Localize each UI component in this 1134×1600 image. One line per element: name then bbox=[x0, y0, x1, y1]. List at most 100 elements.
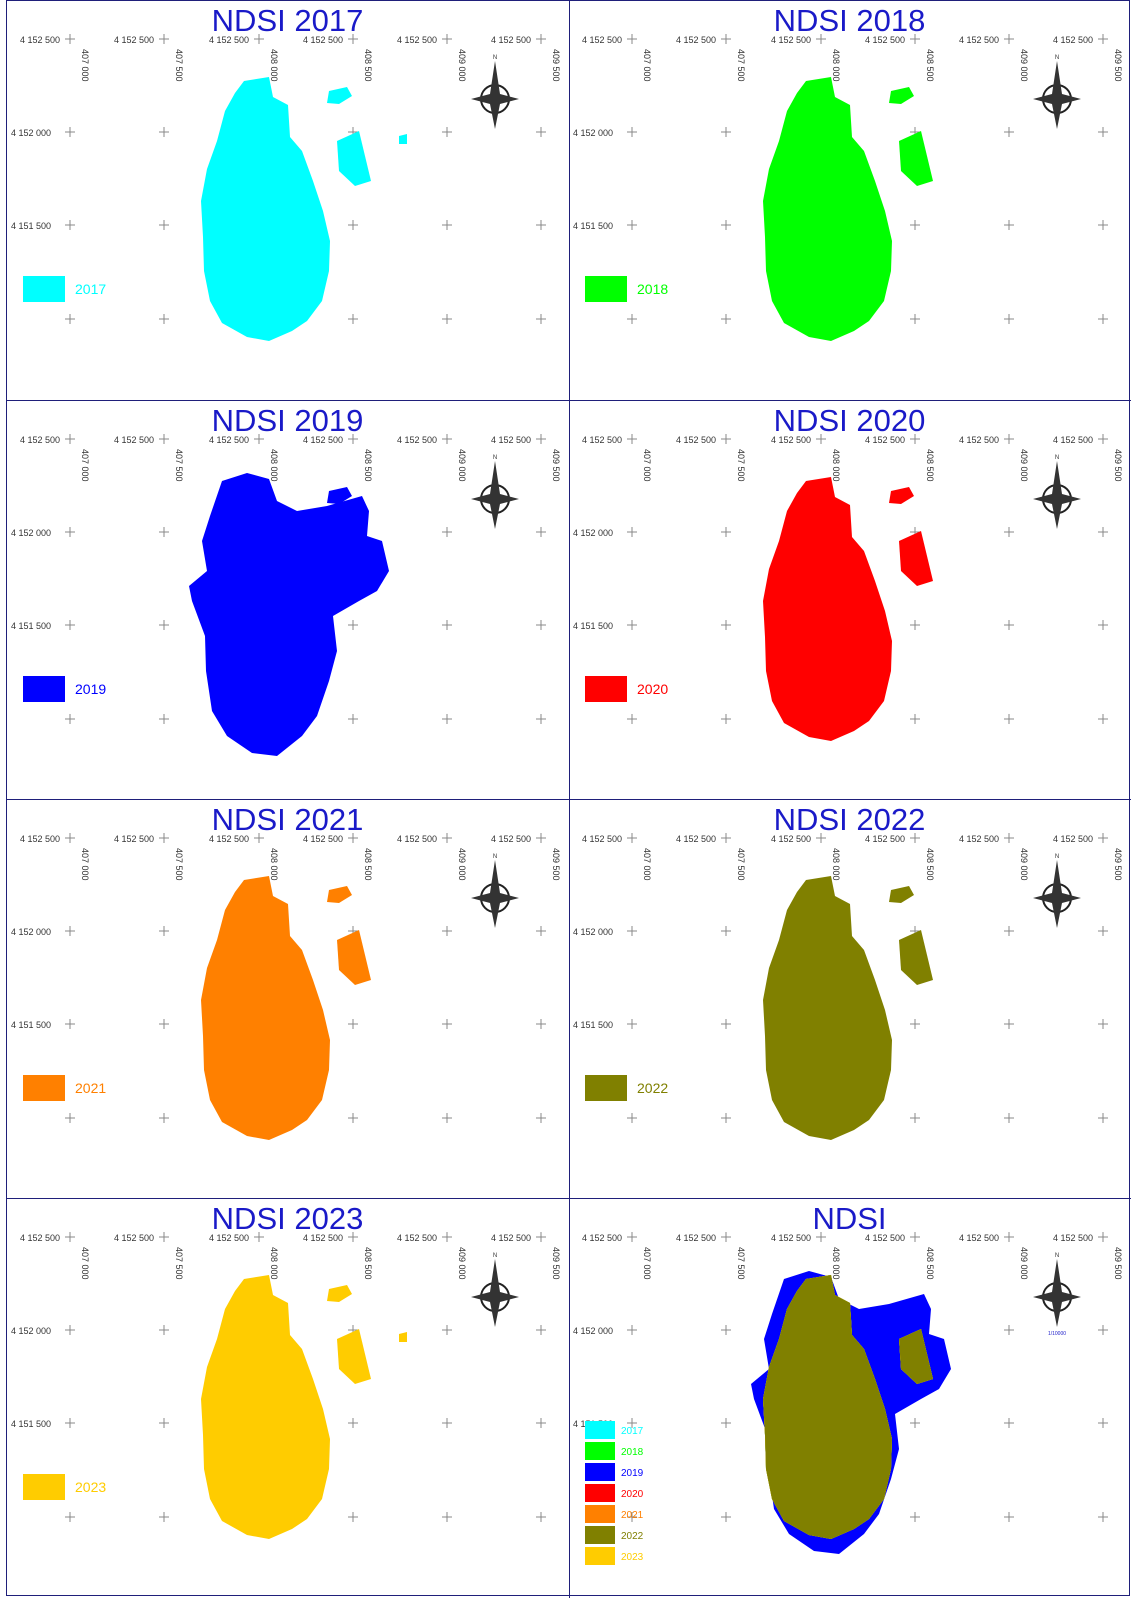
snow-area-main bbox=[763, 77, 892, 341]
map-panel-1: NDSI 2017 4 152 500 4 152 500 4 152 500 4 15… bbox=[7, 1, 570, 400]
northing-label-top: 4 152 500 bbox=[771, 435, 811, 445]
easting-label: 408 000 bbox=[269, 49, 279, 82]
northing-label-top: 4 152 500 bbox=[676, 1233, 716, 1243]
northing-label-top: 4 152 500 bbox=[959, 435, 999, 445]
northing-label-top: 4 152 500 bbox=[865, 834, 905, 844]
northing-label-top: 4 152 500 bbox=[865, 1233, 905, 1243]
northing-label-top: 4 152 500 bbox=[582, 834, 622, 844]
northing-label-top: 4 152 500 bbox=[114, 1233, 154, 1243]
legend-swatch bbox=[23, 1075, 65, 1101]
snow-area-islet bbox=[399, 134, 407, 144]
easting-label: 409 000 bbox=[1019, 49, 1029, 82]
easting-label: 408 000 bbox=[831, 449, 841, 482]
easting-label: 407 000 bbox=[642, 848, 652, 881]
northing-label-top: 4 152 500 bbox=[397, 834, 437, 844]
legend-label: 2023 bbox=[621, 1552, 644, 1563]
easting-label: 409 500 bbox=[551, 49, 561, 82]
north-label: N bbox=[493, 854, 497, 860]
legend-label: 2019 bbox=[621, 1468, 644, 1479]
northing-label-top: 4 152 500 bbox=[209, 35, 249, 45]
legend-swatch bbox=[585, 1463, 615, 1481]
northing-label: 4 152 000 bbox=[573, 1326, 613, 1336]
panel-title: NDSI 2017 bbox=[212, 3, 364, 38]
compass-rose-icon: N bbox=[1033, 455, 1081, 529]
snow-area-main bbox=[201, 77, 330, 341]
northing-label-top: 4 152 500 bbox=[1053, 1233, 1093, 1243]
panel-title: NDSI bbox=[812, 1201, 886, 1236]
easting-label: 409 000 bbox=[1019, 848, 1029, 881]
northing-label-top: 4 152 500 bbox=[114, 435, 154, 445]
north-label: N bbox=[1055, 854, 1059, 860]
legend-swatch bbox=[585, 1547, 615, 1565]
easting-label: 407 000 bbox=[80, 49, 90, 82]
northing-label-top: 4 152 500 bbox=[114, 35, 154, 45]
northing-label-top: 4 152 500 bbox=[20, 435, 60, 445]
northing-label-top: 4 152 500 bbox=[582, 1233, 622, 1243]
easting-label: 408 000 bbox=[269, 848, 279, 881]
easting-label: 407 500 bbox=[736, 449, 746, 482]
map-panel-4: NDSI 2020 4 152 500 4 152 500 4 152 500 4 15… bbox=[569, 400, 1131, 800]
easting-label: 407 000 bbox=[80, 1247, 90, 1280]
legend-label: 2017 bbox=[621, 1426, 644, 1437]
northing-label-top: 4 152 500 bbox=[397, 1233, 437, 1243]
easting-label: 408 500 bbox=[363, 848, 373, 881]
panel-title: NDSI 2021 bbox=[212, 802, 364, 837]
northing-label-top: 4 152 500 bbox=[1053, 435, 1093, 445]
snow-area-islet bbox=[327, 1285, 352, 1302]
easting-label: 408 500 bbox=[925, 848, 935, 881]
snow-area-main bbox=[763, 477, 892, 741]
easting-label: 407 500 bbox=[174, 1247, 184, 1280]
northing-label: 4 151 500 bbox=[573, 621, 613, 631]
northing-label-top: 4 152 500 bbox=[209, 834, 249, 844]
northing-label: 4 151 500 bbox=[573, 221, 613, 231]
north-label: N bbox=[493, 455, 497, 461]
scale-label: 1/10000 bbox=[1048, 1331, 1066, 1337]
easting-label: 407 500 bbox=[174, 49, 184, 82]
northing-label-top: 4 152 500 bbox=[303, 1233, 343, 1243]
northing-label-top: 4 152 500 bbox=[676, 35, 716, 45]
northing-label-top: 4 152 500 bbox=[771, 1233, 811, 1243]
panel-title: NDSI 2019 bbox=[212, 403, 364, 438]
legend-swatch bbox=[585, 1484, 615, 1502]
northing-label-top: 4 152 500 bbox=[397, 35, 437, 45]
northing-label: 4 151 500 bbox=[11, 1020, 51, 1030]
northing-label-top: 4 152 500 bbox=[1053, 834, 1093, 844]
easting-label: 409 000 bbox=[457, 1247, 467, 1280]
northing-label-top: 4 152 500 bbox=[582, 35, 622, 45]
easting-label: 408 500 bbox=[363, 449, 373, 482]
snow-area-islet bbox=[889, 87, 914, 104]
northing-label: 4 151 500 bbox=[11, 621, 51, 631]
northing-label-top: 4 152 500 bbox=[114, 834, 154, 844]
map-panel-6: NDSI 2022 4 152 500 4 152 500 4 152 500 4 15… bbox=[569, 799, 1131, 1199]
northing-label: 4 151 500 bbox=[11, 1419, 51, 1429]
snow-area-islet bbox=[399, 1332, 407, 1342]
legend-label: 2019 bbox=[75, 681, 106, 697]
compass-rose-icon: N bbox=[1033, 1253, 1081, 1327]
compass-rose-icon: N bbox=[471, 55, 519, 129]
panel-title: NDSI 2020 bbox=[774, 403, 926, 438]
northing-label-top: 4 152 500 bbox=[397, 435, 437, 445]
legend-swatch bbox=[23, 676, 65, 702]
easting-label: 409 000 bbox=[457, 848, 467, 881]
easting-label: 407 000 bbox=[80, 848, 90, 881]
panel-title: NDSI 2023 bbox=[212, 1201, 364, 1236]
north-label: N bbox=[493, 1253, 497, 1259]
map-panel-2: NDSI 2018 4 152 500 4 152 500 4 152 500 4 15… bbox=[569, 1, 1131, 400]
compass-rose-icon: N bbox=[471, 1253, 519, 1327]
northing-label-top: 4 152 500 bbox=[865, 35, 905, 45]
legend-swatch bbox=[585, 1421, 615, 1439]
legend-swatch bbox=[585, 1075, 627, 1101]
northing-label-top: 4 152 500 bbox=[20, 35, 60, 45]
map-panel-8: NDSI 4 152 500 4 152 500 4 152 500 4 152 500… bbox=[569, 1198, 1131, 1598]
northing-label-top: 4 152 500 bbox=[676, 435, 716, 445]
panel-title: NDSI 2022 bbox=[774, 802, 926, 837]
northing-label: 4 152 000 bbox=[573, 528, 613, 538]
snow-area-islet bbox=[337, 1329, 371, 1384]
snow-area-2022 bbox=[763, 1275, 892, 1539]
snow-area-islet bbox=[337, 131, 371, 186]
snow-area-islet bbox=[899, 1329, 933, 1384]
